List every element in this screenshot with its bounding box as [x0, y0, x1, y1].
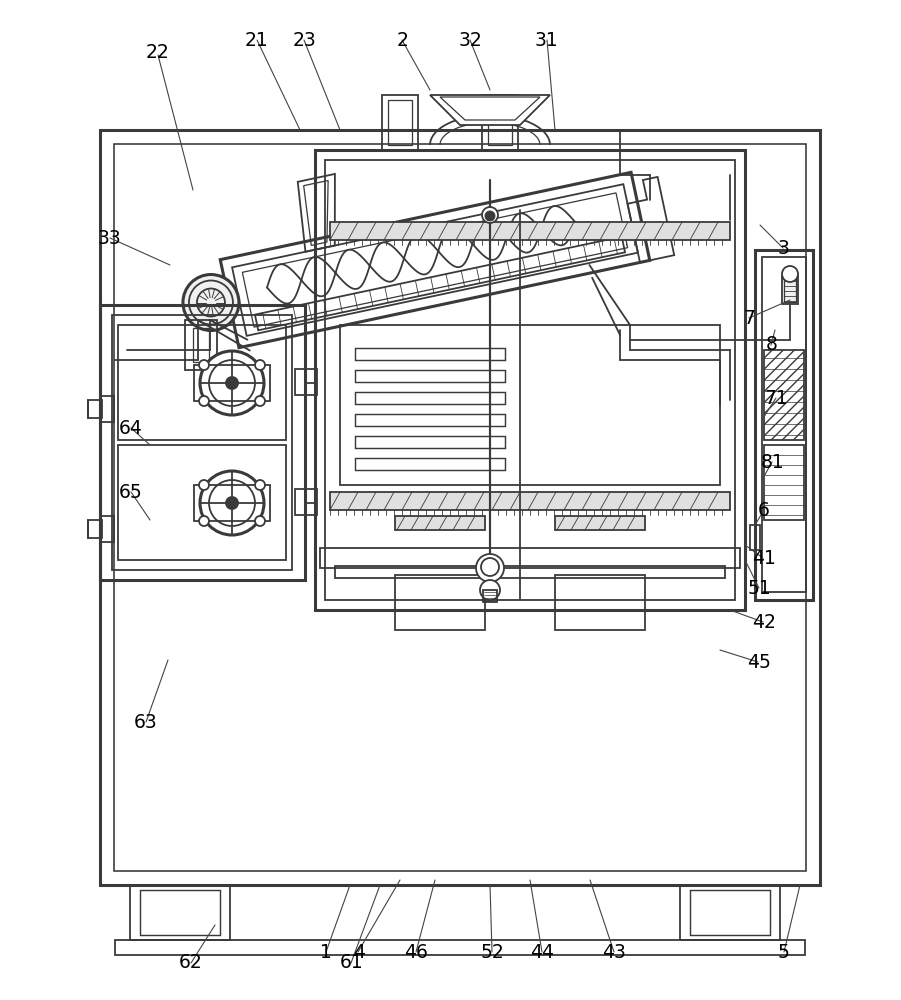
Circle shape: [200, 351, 264, 415]
Bar: [690, 890, 770, 935]
Text: 42: 42: [752, 612, 776, 632]
Bar: [355, 348, 505, 360]
Text: 4: 4: [352, 942, 365, 962]
Bar: [762, 257, 806, 592]
Bar: [115, 940, 805, 955]
Circle shape: [199, 480, 209, 490]
Circle shape: [481, 558, 499, 576]
Bar: [118, 445, 286, 560]
Text: 43: 43: [603, 942, 626, 962]
Bar: [395, 575, 485, 630]
Text: 21: 21: [245, 30, 268, 49]
Text: 31: 31: [535, 30, 559, 49]
Circle shape: [255, 360, 265, 370]
Bar: [194, 365, 270, 401]
Circle shape: [200, 471, 264, 535]
Circle shape: [199, 360, 209, 370]
Text: 41: 41: [752, 548, 776, 568]
Text: 32: 32: [459, 30, 482, 49]
Bar: [88, 520, 102, 538]
Bar: [395, 516, 485, 530]
Text: 51: 51: [748, 578, 771, 597]
Text: 6: 6: [758, 500, 770, 520]
Bar: [784, 278, 796, 302]
Text: 81: 81: [760, 452, 784, 472]
Bar: [483, 590, 497, 602]
Bar: [555, 516, 645, 530]
Circle shape: [480, 580, 500, 600]
Text: 62: 62: [179, 954, 203, 972]
Circle shape: [226, 377, 238, 389]
Bar: [112, 315, 292, 570]
Bar: [355, 458, 505, 470]
Text: 64: 64: [119, 418, 142, 438]
Bar: [355, 370, 505, 382]
Bar: [325, 160, 735, 600]
Circle shape: [476, 554, 504, 582]
Bar: [315, 150, 745, 610]
Bar: [355, 414, 505, 426]
Circle shape: [199, 516, 209, 526]
Text: 3: 3: [778, 238, 790, 257]
Bar: [118, 325, 286, 440]
Circle shape: [782, 266, 798, 282]
Text: 71: 71: [765, 388, 788, 408]
Bar: [295, 369, 317, 395]
Bar: [335, 566, 725, 578]
Bar: [388, 100, 412, 145]
Circle shape: [482, 207, 498, 223]
Text: 23: 23: [293, 30, 316, 49]
Polygon shape: [430, 95, 550, 125]
Bar: [340, 325, 720, 485]
Text: 1: 1: [320, 942, 332, 962]
Bar: [100, 516, 114, 542]
Text: 63: 63: [134, 712, 158, 732]
Bar: [320, 548, 740, 568]
Bar: [330, 222, 730, 240]
Text: 61: 61: [340, 954, 363, 972]
Text: 33: 33: [98, 229, 122, 247]
Bar: [764, 350, 804, 440]
Circle shape: [183, 275, 239, 331]
Bar: [295, 489, 317, 515]
Text: 44: 44: [531, 942, 554, 962]
Bar: [193, 328, 209, 362]
Circle shape: [226, 497, 238, 509]
Text: 45: 45: [747, 652, 770, 672]
Bar: [382, 95, 418, 150]
Bar: [100, 305, 305, 580]
Text: 8: 8: [765, 336, 778, 355]
Circle shape: [485, 211, 495, 221]
Bar: [130, 885, 230, 940]
Bar: [782, 276, 798, 304]
Bar: [482, 95, 518, 150]
Bar: [140, 890, 220, 935]
Bar: [100, 130, 820, 885]
Circle shape: [199, 396, 209, 406]
Text: 65: 65: [119, 483, 142, 502]
Bar: [764, 445, 804, 520]
Text: 2: 2: [396, 30, 409, 49]
Bar: [488, 100, 512, 145]
Bar: [88, 400, 102, 418]
Circle shape: [255, 396, 265, 406]
Bar: [355, 392, 505, 404]
Bar: [555, 575, 645, 630]
Bar: [355, 436, 505, 448]
Bar: [330, 492, 730, 510]
Text: 5: 5: [778, 942, 790, 962]
Bar: [750, 525, 760, 550]
Bar: [114, 144, 806, 871]
Text: 7: 7: [743, 308, 756, 328]
Circle shape: [255, 480, 265, 490]
Text: 52: 52: [481, 942, 505, 962]
Bar: [100, 396, 114, 422]
Bar: [755, 250, 813, 600]
Bar: [185, 320, 217, 370]
Bar: [194, 485, 270, 521]
Text: 46: 46: [405, 942, 428, 962]
Text: 22: 22: [146, 42, 169, 62]
Circle shape: [255, 516, 265, 526]
Bar: [680, 885, 780, 940]
